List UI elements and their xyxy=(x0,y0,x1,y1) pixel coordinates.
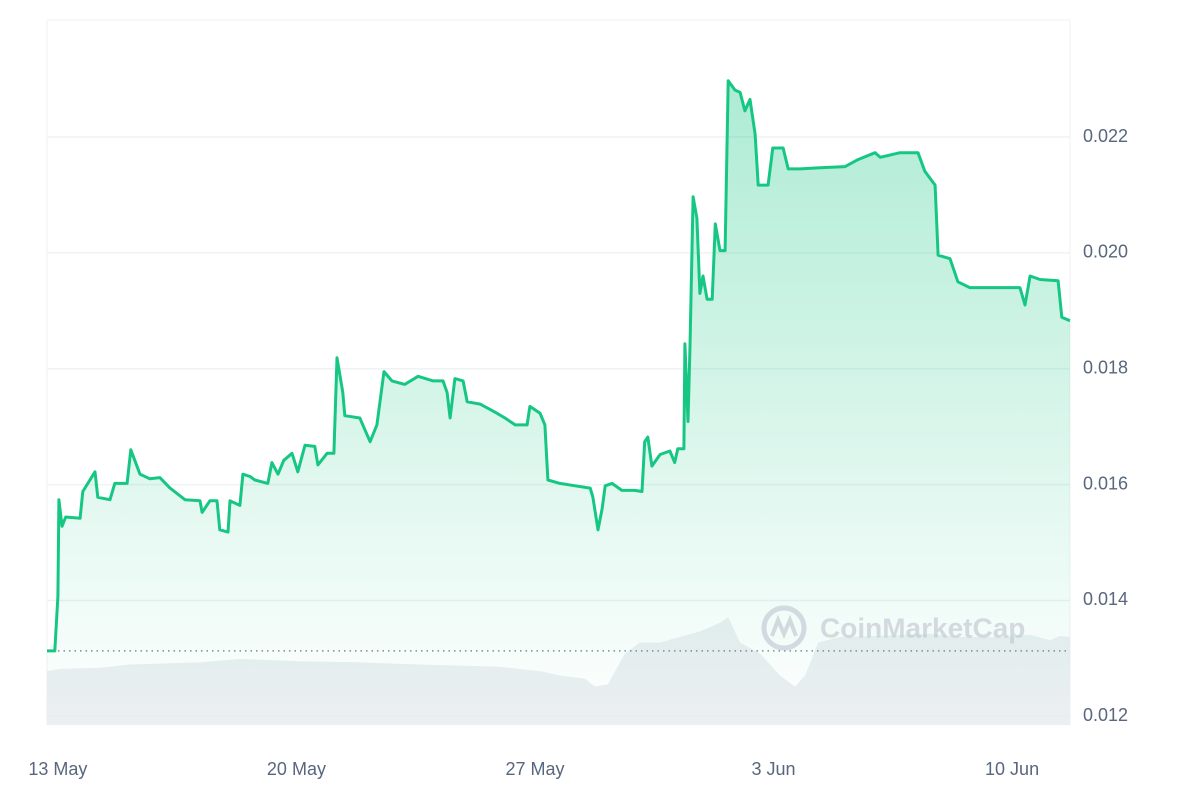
watermark-logo-mark xyxy=(770,614,798,640)
y-tick-label: 0.016 xyxy=(1083,473,1128,493)
y-tick-label: 0.020 xyxy=(1083,242,1128,262)
x-tick-label: 10 Jun xyxy=(985,759,1039,779)
watermark-logo xyxy=(761,605,807,651)
x-tick-label: 27 May xyxy=(505,759,564,779)
y-tick-label: 0.012 xyxy=(1083,705,1128,725)
x-tick-label: 13 May xyxy=(28,759,87,779)
watermark: CoinMarketCap xyxy=(761,605,1025,651)
x-tick-label: 20 May xyxy=(267,759,326,779)
price-area xyxy=(47,80,1070,726)
price-line xyxy=(47,79,1071,653)
watermark-text: CoinMarketCap xyxy=(820,612,1025,643)
y-tick-label: 0.022 xyxy=(1083,126,1128,146)
y-tick-label: 0.014 xyxy=(1083,589,1128,609)
y-tick-label: 0.018 xyxy=(1083,357,1128,377)
plot xyxy=(47,79,1071,726)
x-tick-label: 3 Jun xyxy=(752,759,796,779)
axis-labels: 0.012 0.014 0.016 0.018 0.020 0.022 13 May 20 M… xyxy=(28,126,1128,779)
